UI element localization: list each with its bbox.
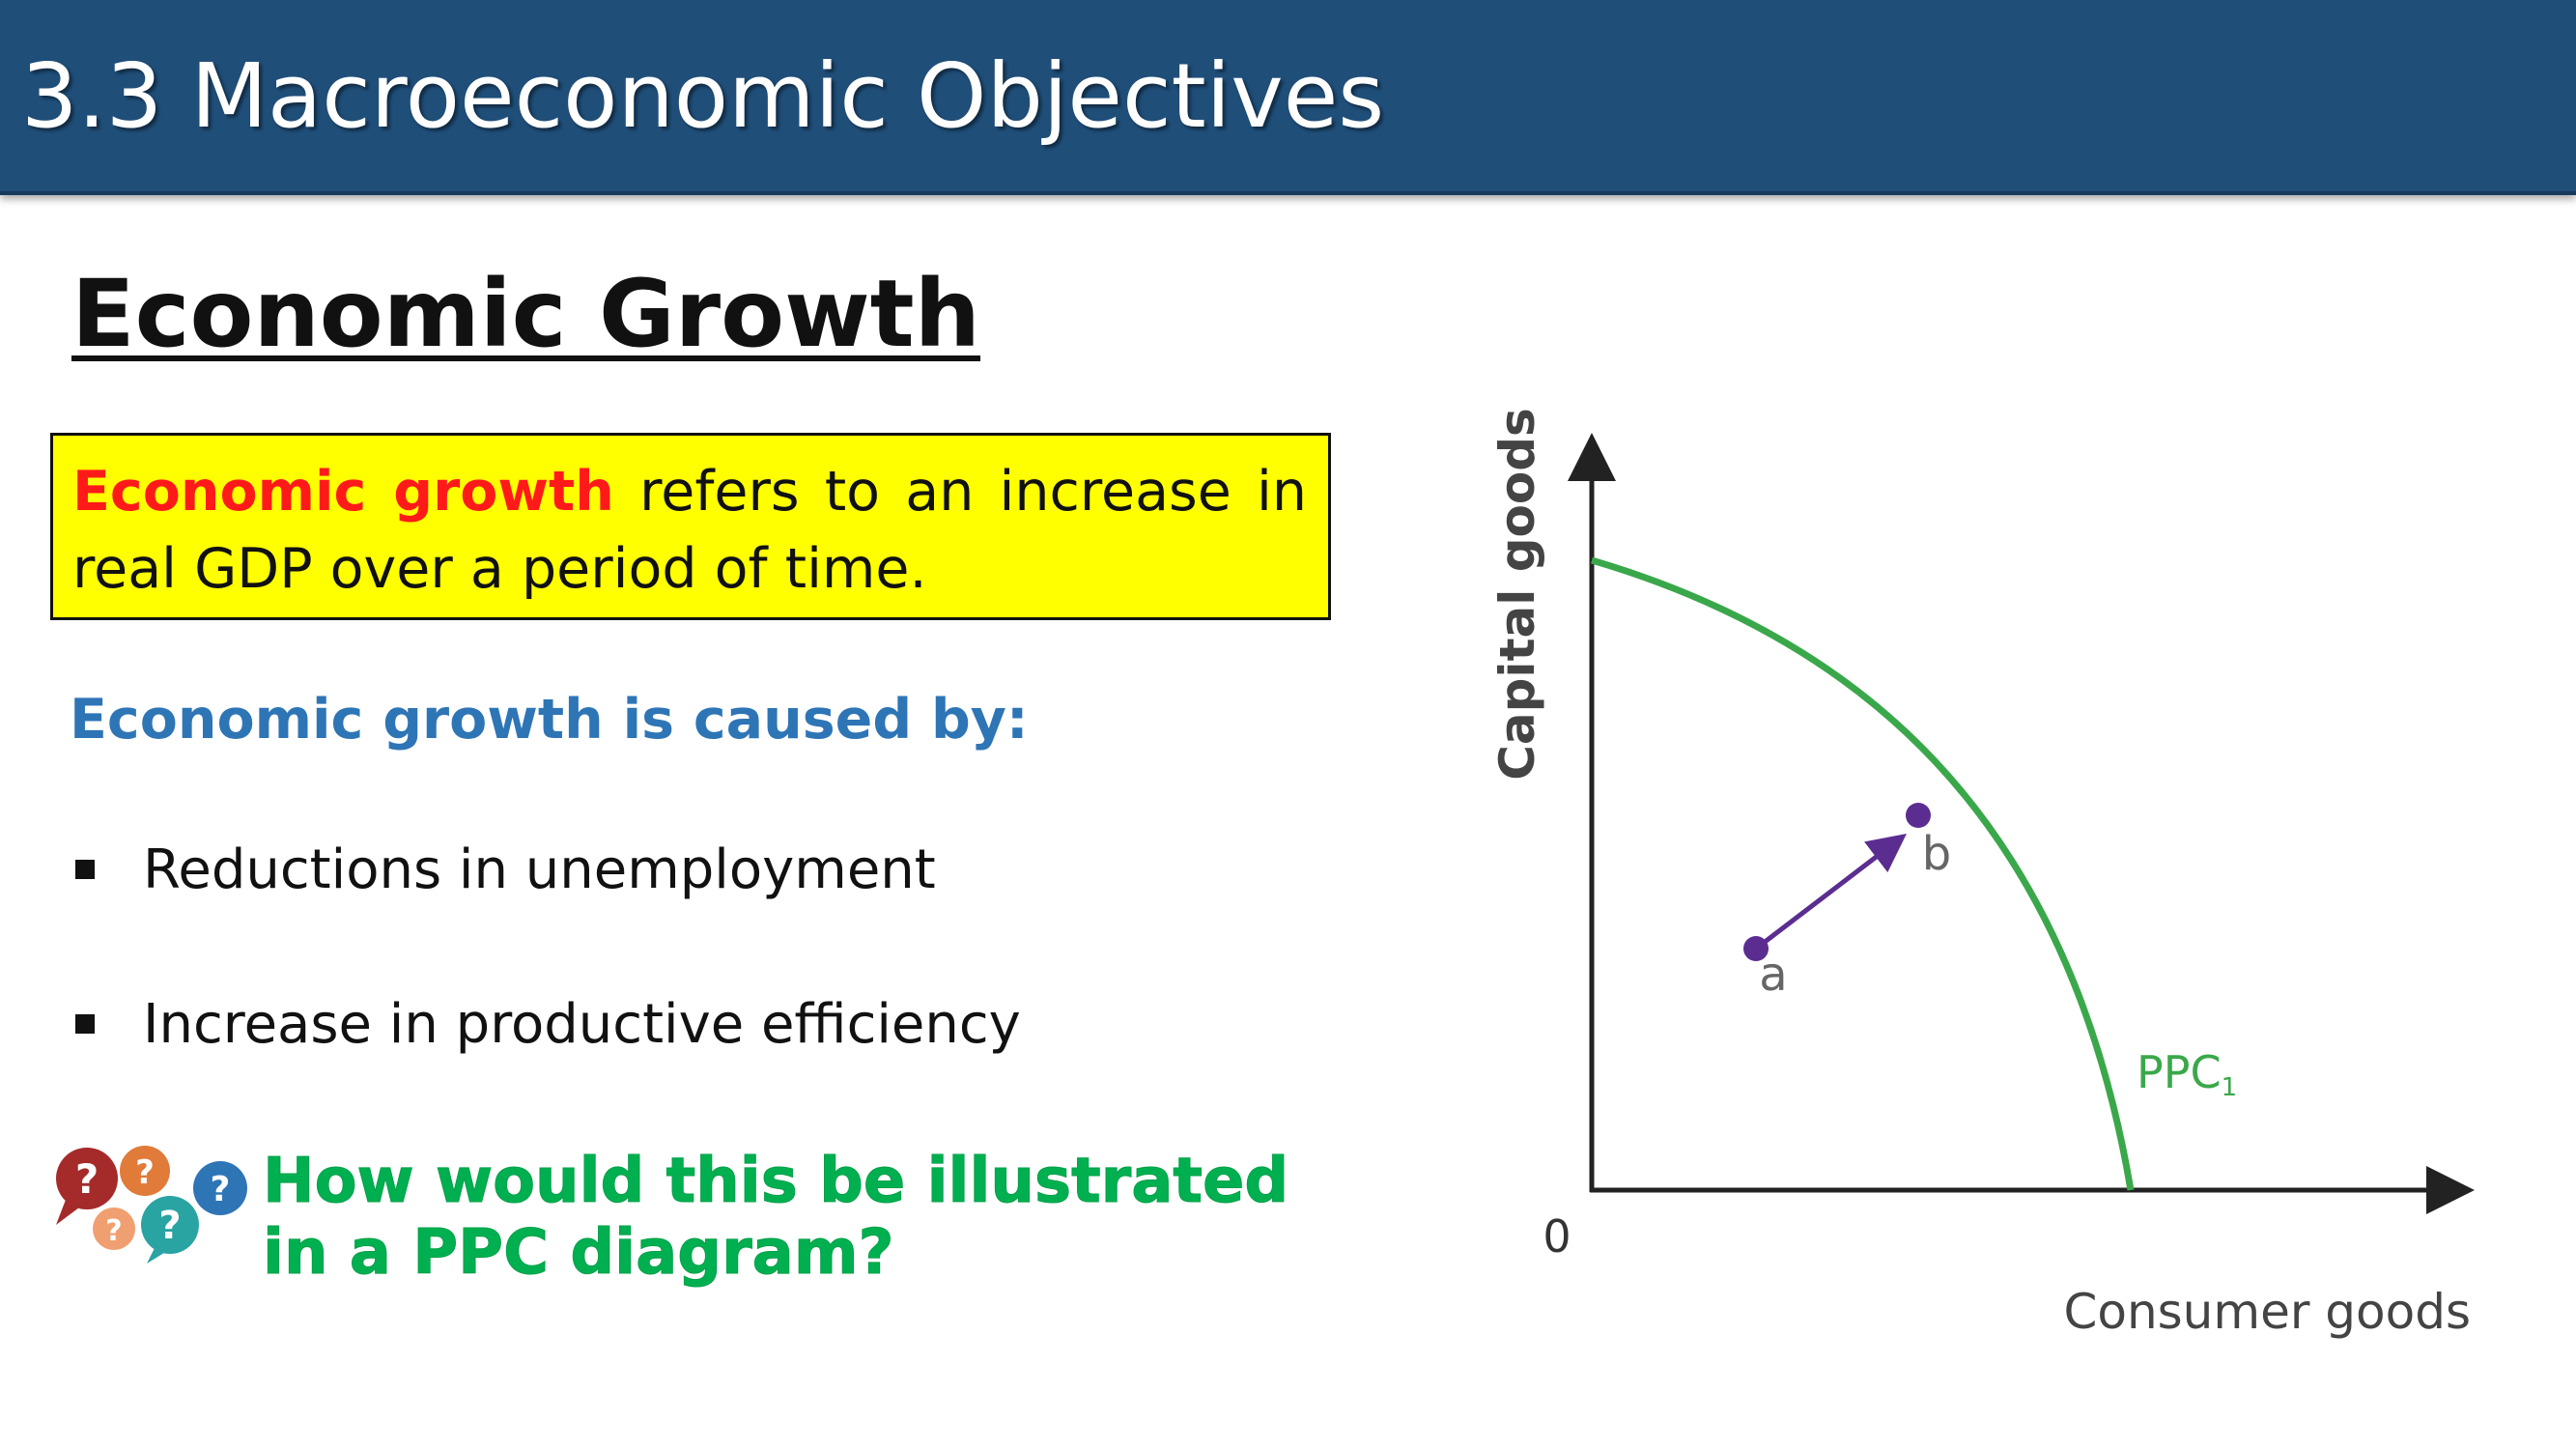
curve-label-subscript: 1 [2222, 1073, 2238, 1102]
question-line-2: in a PPC diagram? [262, 1217, 894, 1290]
svg-text:?: ? [135, 1153, 155, 1192]
svg-text:?: ? [158, 1204, 181, 1248]
ppc-diagram: a b PPC1 0 Consumer goods Capital goods [1489, 408, 2475, 1340]
movement-arrow [1754, 833, 1907, 951]
curve-label: PPC1 [2137, 1046, 2237, 1102]
square-bullet-icon [75, 1014, 95, 1034]
ppc-curve [1591, 556, 2135, 1191]
point-b-label: b [1922, 827, 1951, 881]
svg-text:?: ? [75, 1155, 99, 1203]
y-axis-label: Capital goods [1489, 408, 1545, 781]
point-a [1743, 936, 1769, 961]
definition-box: Economic growth refers to an increase in… [50, 433, 1331, 620]
point-b [1906, 803, 1931, 828]
point-a-label: a [1759, 948, 1787, 1002]
origin-label: 0 [1543, 1210, 1571, 1263]
definition-text: refers to an increase in real GDP over a… [72, 460, 1307, 601]
causes-heading: Economic growth is caused by: [70, 688, 1029, 752]
header-bar: 3.3 Macroeconomic Objectives [0, 0, 2576, 195]
question-bubbles-icon: ? ? ? ? ? [56, 1146, 247, 1264]
list-item-text: Increase in productive efficiency [143, 993, 1021, 1056]
curve-label-main: PPC [2137, 1046, 2222, 1098]
svg-text:?: ? [105, 1214, 122, 1248]
section-heading: Economic Growth [71, 260, 981, 368]
list-item-text: Reductions in unemployment [143, 838, 936, 901]
question-line-1: How would this be illustrated [262, 1146, 1289, 1218]
slide-title: 3.3 Macroeconomic Objectives [21, 44, 1385, 148]
x-axis-label: Consumer goods [2063, 1284, 2471, 1340]
definition-keyword: Economic growth [72, 460, 614, 524]
square-bullet-icon [75, 860, 95, 879]
svg-text:?: ? [211, 1170, 231, 1209]
question-text: How would this be illustrated in a PPC d… [262, 1146, 1289, 1290]
